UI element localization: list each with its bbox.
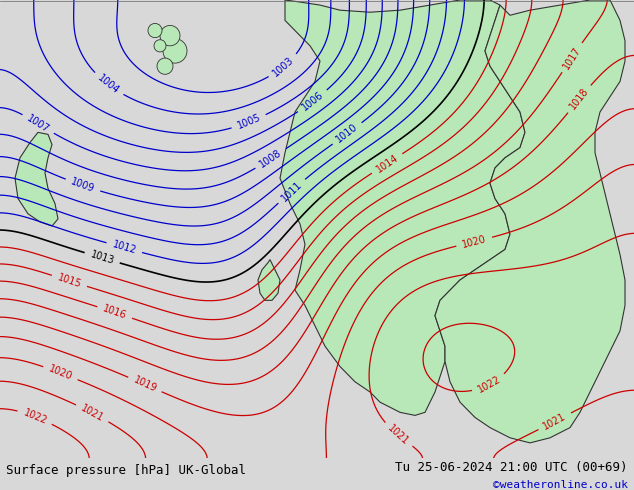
Text: 1006: 1006	[300, 90, 325, 113]
Text: 1021: 1021	[79, 403, 106, 423]
Circle shape	[157, 58, 173, 74]
Text: Tu 25-06-2024 21:00 UTC (00+69): Tu 25-06-2024 21:00 UTC (00+69)	[395, 461, 628, 474]
Text: 1020: 1020	[461, 234, 488, 250]
Text: ©weatheronline.co.uk: ©weatheronline.co.uk	[493, 480, 628, 490]
Text: 1021: 1021	[541, 411, 568, 432]
Text: 1020: 1020	[48, 364, 74, 382]
Text: 1003: 1003	[271, 55, 296, 78]
Text: 1019: 1019	[132, 375, 158, 394]
Text: 1011: 1011	[279, 179, 304, 203]
Text: 1013: 1013	[89, 249, 115, 266]
Text: 1004: 1004	[96, 73, 121, 96]
Polygon shape	[280, 0, 525, 416]
Polygon shape	[258, 260, 280, 300]
Text: 1014: 1014	[374, 152, 400, 174]
Polygon shape	[15, 132, 58, 226]
Circle shape	[160, 25, 180, 46]
Text: 1022: 1022	[476, 374, 503, 395]
Text: 1012: 1012	[111, 240, 138, 256]
Text: 1018: 1018	[568, 86, 591, 112]
Text: 1007: 1007	[25, 113, 51, 135]
Text: 1009: 1009	[70, 176, 96, 195]
Circle shape	[148, 24, 162, 38]
Text: 1008: 1008	[258, 147, 284, 170]
Text: 1005: 1005	[236, 113, 262, 131]
Text: 1017: 1017	[561, 45, 583, 71]
Text: 1010: 1010	[335, 122, 360, 145]
Text: 1022: 1022	[22, 407, 48, 426]
Text: 1016: 1016	[101, 304, 128, 321]
Circle shape	[154, 40, 166, 52]
Circle shape	[163, 39, 187, 63]
Polygon shape	[435, 0, 625, 443]
Text: 1021: 1021	[385, 423, 411, 447]
Text: Surface pressure [hPa] UK-Global: Surface pressure [hPa] UK-Global	[6, 465, 247, 477]
Text: 1015: 1015	[56, 272, 82, 290]
